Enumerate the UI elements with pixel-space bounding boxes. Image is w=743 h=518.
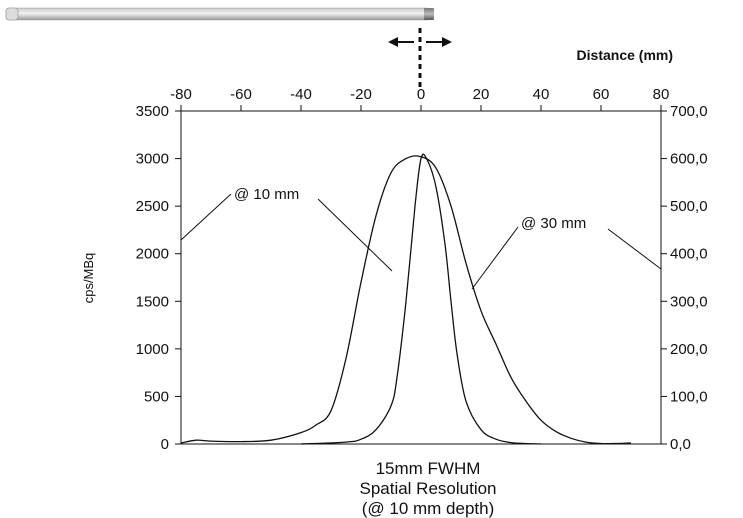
- x-axis-label: Distance (mm): [577, 47, 673, 63]
- x-tick-label: 40: [533, 86, 550, 103]
- series-30mm-curve: [180, 155, 632, 445]
- y-tick-label: 500: [144, 388, 169, 405]
- caption-line-1: 15mm FWHM: [376, 459, 481, 478]
- leader-line-10mm: [180, 193, 232, 241]
- y2-tick-label: 700,0: [670, 103, 708, 120]
- x-tick-label: 80: [653, 86, 670, 103]
- leader-line-30mm: [607, 228, 662, 270]
- y2-tick-label: 0,0: [670, 436, 691, 453]
- x-tick-label: 60: [593, 86, 610, 103]
- y-tick-label: 1000: [136, 341, 169, 358]
- y-tick-label: 0: [161, 436, 169, 453]
- y2-tick-label: 500,0: [670, 198, 708, 215]
- axis-ticks: -80 -60 -40 -20 0 20 40 60 80 0 500 1000 1500 2000 250…: [136, 86, 708, 453]
- y2-tick-label: 400,0: [670, 246, 708, 263]
- x-tick-label: -80: [170, 86, 192, 103]
- x-tick-label: -20: [350, 86, 372, 103]
- caption-line-3: (@ 10 mm depth): [362, 499, 495, 518]
- y-tick-label: 3500: [136, 103, 169, 120]
- leader-line-30mm: [471, 226, 519, 290]
- y-tick-label: 3000: [136, 151, 169, 168]
- y-tick-label: 2000: [136, 246, 169, 263]
- y-axis-label: cps/MBq: [81, 253, 96, 304]
- caption-line-2: Spatial Resolution: [359, 479, 496, 498]
- y2-tick-label: 600,0: [670, 151, 708, 168]
- y2-tick-label: 300,0: [670, 293, 708, 310]
- y2-tick-label: 100,0: [670, 388, 708, 405]
- y-tick-label: 2500: [136, 198, 169, 215]
- right-arrow-icon: [426, 37, 452, 47]
- y2-tick-label: 200,0: [670, 341, 708, 358]
- annotation-30mm: @ 30 mm: [471, 215, 662, 290]
- x-tick-label: -40: [290, 86, 312, 103]
- x-tick-label: 0: [417, 86, 425, 103]
- x-tick-label: 20: [473, 86, 490, 103]
- x-tick-label: -60: [230, 86, 252, 103]
- leader-line-10mm: [317, 198, 393, 272]
- series-10mm-curve: [300, 153, 542, 445]
- annotation-label-10mm: @ 10 mm: [234, 186, 299, 203]
- left-arrow-icon: [388, 37, 414, 47]
- annotation-label-30mm: @ 30 mm: [521, 215, 586, 232]
- center-marker: [388, 28, 452, 90]
- y-tick-label: 1500: [136, 293, 169, 310]
- probe-image: [5, 7, 434, 21]
- annotation-10mm: @ 10 mm: [180, 186, 393, 272]
